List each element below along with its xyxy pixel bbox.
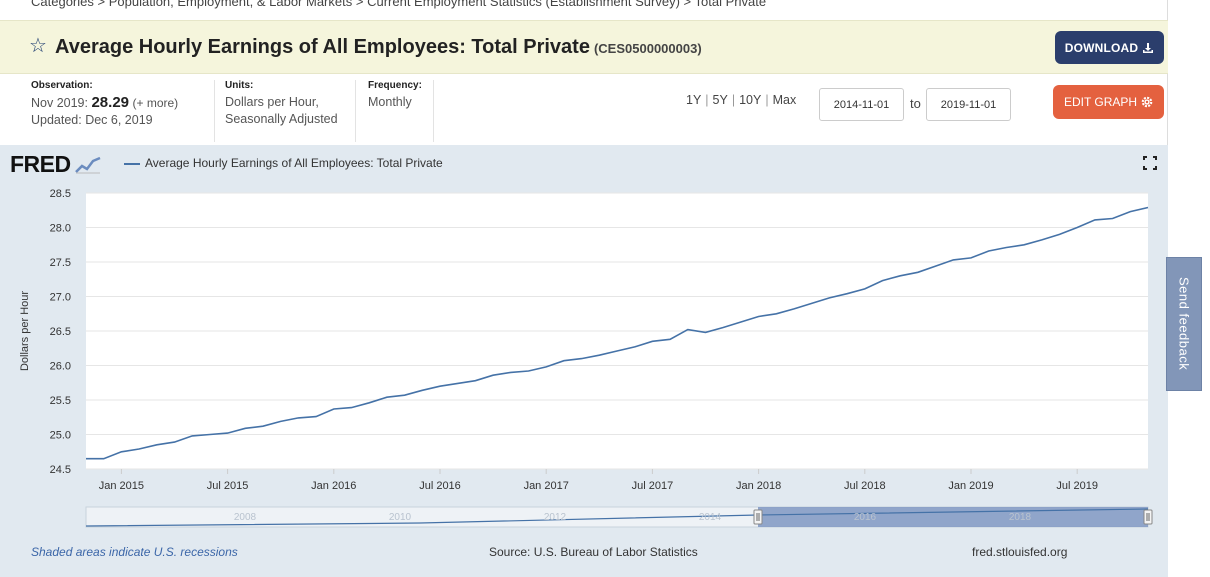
y-tick-label: 28.5 bbox=[50, 188, 71, 200]
updated-date: Updated: Dec 6, 2019 bbox=[31, 113, 153, 127]
legend-swatch bbox=[124, 163, 140, 165]
date-to-input[interactable]: 2019-11-01 bbox=[926, 88, 1011, 121]
x-tick-label: Jul 2017 bbox=[632, 480, 674, 492]
chart-area: FRED Average Hourly Earnings of All Empl… bbox=[0, 145, 1168, 577]
x-tick-label: Jul 2016 bbox=[419, 480, 461, 492]
y-tick-label: 25.5 bbox=[50, 395, 71, 407]
x-tick-label: Jan 2015 bbox=[99, 480, 144, 492]
x-tick-label: Jan 2017 bbox=[524, 480, 569, 492]
breadcrumb-item-population[interactable]: Population, Employment, & Labor Markets bbox=[108, 0, 353, 9]
legend-label: Average Hourly Earnings of All Employees… bbox=[145, 156, 443, 170]
y-tick-label: 25.0 bbox=[50, 430, 71, 442]
navigator-tick-label: 2018 bbox=[1009, 512, 1032, 523]
y-tick-label: 26.0 bbox=[50, 361, 71, 373]
navigator-tick-label: 2014 bbox=[699, 512, 722, 523]
recession-note: Shaded areas indicate U.S. recessions bbox=[31, 545, 238, 559]
navigator-tick-label: 2012 bbox=[544, 512, 567, 523]
observation-value: 28.29 bbox=[91, 94, 130, 111]
main-panel: Categories > Population, Employment, & L… bbox=[0, 0, 1168, 577]
send-feedback-button[interactable]: Send feedback bbox=[1166, 257, 1202, 391]
navigator-handle[interactable] bbox=[753, 509, 763, 525]
page-title: Average Hourly Earnings of All Employees… bbox=[55, 36, 702, 58]
fullscreen-icon[interactable] bbox=[1143, 156, 1157, 170]
fred-logo: FRED bbox=[10, 151, 101, 177]
breadcrumb-item-total-private[interactable]: Total Private bbox=[694, 0, 767, 9]
gear-icon bbox=[1141, 96, 1153, 108]
frequency-block: Frequency: Monthly bbox=[368, 80, 434, 142]
navigator-selection bbox=[758, 507, 1148, 527]
site-link[interactable]: fred.stlouisfed.org bbox=[972, 545, 1068, 559]
breadcrumb: Categories > Population, Employment, & L… bbox=[31, 0, 766, 9]
navigator-series-line bbox=[85, 508, 1149, 527]
y-tick-label: 28.0 bbox=[50, 223, 71, 235]
breadcrumb-item-categories[interactable]: Categories bbox=[31, 0, 94, 9]
fred-logo-chart-icon bbox=[74, 156, 101, 174]
range-5y[interactable]: 5Y bbox=[712, 93, 728, 107]
x-tick-label: Jul 2015 bbox=[207, 480, 249, 492]
y-tick-label: 27.0 bbox=[50, 292, 71, 304]
range-1y[interactable]: 1Y bbox=[686, 93, 702, 107]
source-text: Source: U.S. Bureau of Labor Statistics bbox=[489, 545, 698, 559]
range-selector: 1Y | 5Y | 10Y | Max bbox=[686, 93, 797, 107]
navigator-tick-label: 2008 bbox=[234, 512, 257, 523]
navigator-handle[interactable] bbox=[1143, 509, 1153, 525]
download-icon bbox=[1143, 42, 1154, 53]
line-chart[interactable]: 24.5 25.0 25.5 26.0 26.5 27.0 27.5 28.0 28.5 Jan … bbox=[0, 145, 1168, 577]
observation-block: Observation: Nov 2019: 28.29 (+ more) Up… bbox=[31, 80, 215, 142]
range-max[interactable]: Max bbox=[772, 93, 797, 107]
x-tick-label: Jan 2016 bbox=[311, 480, 356, 492]
x-tick-label: Jan 2019 bbox=[948, 480, 993, 492]
series-id: (CES0500000003) bbox=[593, 41, 702, 56]
date-from-input[interactable]: 2014-11-01 bbox=[819, 88, 904, 121]
title-bar: ☆ Average Hourly Earnings of All Employe… bbox=[0, 20, 1168, 74]
navigator-tick-label: 2010 bbox=[389, 512, 412, 523]
to-label: to bbox=[910, 96, 921, 111]
navigator-tick-label: 2016 bbox=[854, 512, 877, 523]
x-tick-label: Jul 2019 bbox=[1056, 480, 1098, 492]
star-icon[interactable]: ☆ bbox=[29, 35, 47, 57]
y-tick-label: 26.5 bbox=[50, 326, 71, 338]
breadcrumb-item-ces[interactable]: Current Employment Statistics (Establish… bbox=[367, 0, 680, 9]
x-tick-label: Jan 2018 bbox=[736, 480, 781, 492]
x-tick-label: Jul 2018 bbox=[844, 480, 886, 492]
more-observations-link[interactable]: (+ more) bbox=[132, 96, 179, 110]
y-tick-label: 24.5 bbox=[50, 464, 71, 476]
download-button[interactable]: DOWNLOAD bbox=[1055, 31, 1164, 64]
edit-graph-button[interactable]: EDIT GRAPH bbox=[1053, 85, 1164, 119]
units-block: Units: Dollars per Hour, Seasonally Adju… bbox=[225, 80, 356, 142]
range-10y[interactable]: 10Y bbox=[739, 93, 762, 107]
y-axis-label: Dollars per Hour bbox=[19, 291, 31, 371]
series-line bbox=[86, 206, 1149, 460]
y-tick-label: 27.5 bbox=[50, 257, 71, 269]
